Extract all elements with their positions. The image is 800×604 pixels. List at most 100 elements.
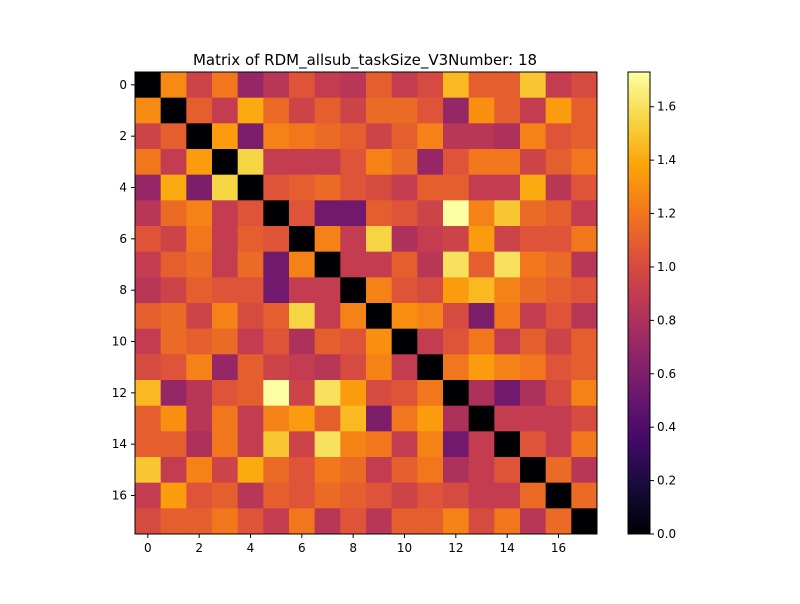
x-tick-label: 6 bbox=[298, 541, 306, 555]
heatmap-cell bbox=[391, 97, 418, 124]
heatmap-cell bbox=[186, 303, 213, 330]
heatmap-cell bbox=[494, 457, 521, 484]
heatmap-cell bbox=[391, 72, 418, 99]
colorbar-tick-label: 1.2 bbox=[657, 207, 676, 221]
heatmap-cell bbox=[468, 508, 495, 535]
heatmap-cell bbox=[160, 405, 187, 432]
heatmap-cell bbox=[237, 123, 264, 150]
heatmap-cell bbox=[135, 72, 162, 99]
heatmap-cell bbox=[520, 328, 547, 355]
heatmap-cell bbox=[366, 508, 393, 535]
colorbar-tick-label: 0.4 bbox=[657, 420, 676, 434]
heatmap-cell bbox=[494, 380, 521, 407]
heatmap-cell bbox=[314, 123, 341, 150]
y-tick-label: 12 bbox=[112, 386, 127, 400]
heatmap-cell bbox=[494, 328, 521, 355]
heatmap-cell bbox=[289, 277, 316, 304]
heatmap-cell bbox=[186, 200, 213, 227]
colorbar-tick-label: 1.0 bbox=[657, 260, 676, 274]
heatmap-cell bbox=[263, 123, 290, 150]
heatmap-cell bbox=[340, 457, 367, 484]
heatmap-cell bbox=[545, 149, 572, 176]
heatmap-cell bbox=[366, 457, 393, 484]
heatmap-cell bbox=[443, 457, 470, 484]
x-axis: 0 2 4 6 8 10 12 14 16 bbox=[144, 534, 566, 555]
heatmap-cell bbox=[314, 97, 341, 124]
heatmap-cell bbox=[520, 200, 547, 227]
heatmap-cell bbox=[340, 277, 367, 304]
heatmap-cell bbox=[263, 277, 290, 304]
heatmap-cell bbox=[186, 431, 213, 458]
heatmap-cell bbox=[314, 200, 341, 227]
heatmap-cell bbox=[366, 97, 393, 124]
heatmap-cell bbox=[520, 380, 547, 407]
heatmap-cell bbox=[494, 123, 521, 150]
heatmap-cell bbox=[160, 508, 187, 535]
heatmap-cell bbox=[494, 354, 521, 381]
heatmap-cell bbox=[520, 123, 547, 150]
heatmap-cell bbox=[494, 431, 521, 458]
heatmap-cell bbox=[314, 277, 341, 304]
colorbar-tick-label: 0.6 bbox=[657, 367, 676, 381]
heatmap-cell bbox=[391, 508, 418, 535]
heatmap-cell bbox=[468, 200, 495, 227]
heatmap-cell bbox=[212, 251, 239, 278]
heatmap-cell bbox=[135, 277, 162, 304]
heatmap-cell bbox=[340, 405, 367, 432]
heatmap-cell bbox=[366, 303, 393, 330]
heatmap-cell bbox=[545, 200, 572, 227]
heatmap-cell bbox=[417, 251, 444, 278]
heatmap-cell bbox=[545, 508, 572, 535]
heatmap-cell bbox=[391, 200, 418, 227]
heatmap-cell bbox=[340, 431, 367, 458]
colorbar-tick-label: 0.8 bbox=[657, 313, 676, 327]
heatmap-cell bbox=[571, 405, 598, 432]
heatmap-cell bbox=[160, 303, 187, 330]
heatmap-cell bbox=[160, 457, 187, 484]
heatmap-cell bbox=[340, 482, 367, 509]
heatmap-cell bbox=[314, 149, 341, 176]
heatmap-cell bbox=[391, 431, 418, 458]
heatmap-cell bbox=[237, 174, 264, 201]
heatmap-cell bbox=[237, 328, 264, 355]
heatmap-cell bbox=[237, 508, 264, 535]
colorbar bbox=[628, 72, 650, 534]
heatmap-cell bbox=[212, 380, 239, 407]
heatmap-cell bbox=[289, 482, 316, 509]
heatmap-cell bbox=[314, 303, 341, 330]
heatmap-cell bbox=[314, 354, 341, 381]
heatmap-cell bbox=[520, 457, 547, 484]
y-tick-label: 4 bbox=[119, 181, 127, 195]
heatmap-cell bbox=[468, 457, 495, 484]
heatmap-cell bbox=[391, 482, 418, 509]
heatmap-cell bbox=[340, 123, 367, 150]
heatmap-cell bbox=[237, 200, 264, 227]
heatmap-cell bbox=[212, 123, 239, 150]
heatmap-cell bbox=[212, 149, 239, 176]
heatmap-cell bbox=[135, 149, 162, 176]
heatmap-cell bbox=[417, 328, 444, 355]
heatmap-cell bbox=[237, 380, 264, 407]
heatmap-cell bbox=[468, 328, 495, 355]
heatmap-cell bbox=[186, 251, 213, 278]
heatmap-cell bbox=[366, 226, 393, 253]
heatmap-cell bbox=[443, 328, 470, 355]
heatmap-cell bbox=[494, 174, 521, 201]
heatmap-cell bbox=[289, 457, 316, 484]
heatmap-cell bbox=[135, 123, 162, 150]
heatmap-cell bbox=[545, 226, 572, 253]
heatmap-cell bbox=[135, 174, 162, 201]
heatmap-cell bbox=[494, 149, 521, 176]
heatmap-cell bbox=[417, 354, 444, 381]
heatmap-cell bbox=[468, 405, 495, 432]
colorbar-tick-label: 1.6 bbox=[657, 100, 676, 114]
heatmap-cell bbox=[263, 72, 290, 99]
heatmap-cell bbox=[494, 405, 521, 432]
heatmap-cell bbox=[571, 508, 598, 535]
heatmap-cell bbox=[263, 405, 290, 432]
heatmap-cell bbox=[417, 123, 444, 150]
heatmap-cell bbox=[289, 149, 316, 176]
heatmap-cell bbox=[417, 277, 444, 304]
heatmap-cell bbox=[186, 482, 213, 509]
heatmap-cell bbox=[443, 354, 470, 381]
